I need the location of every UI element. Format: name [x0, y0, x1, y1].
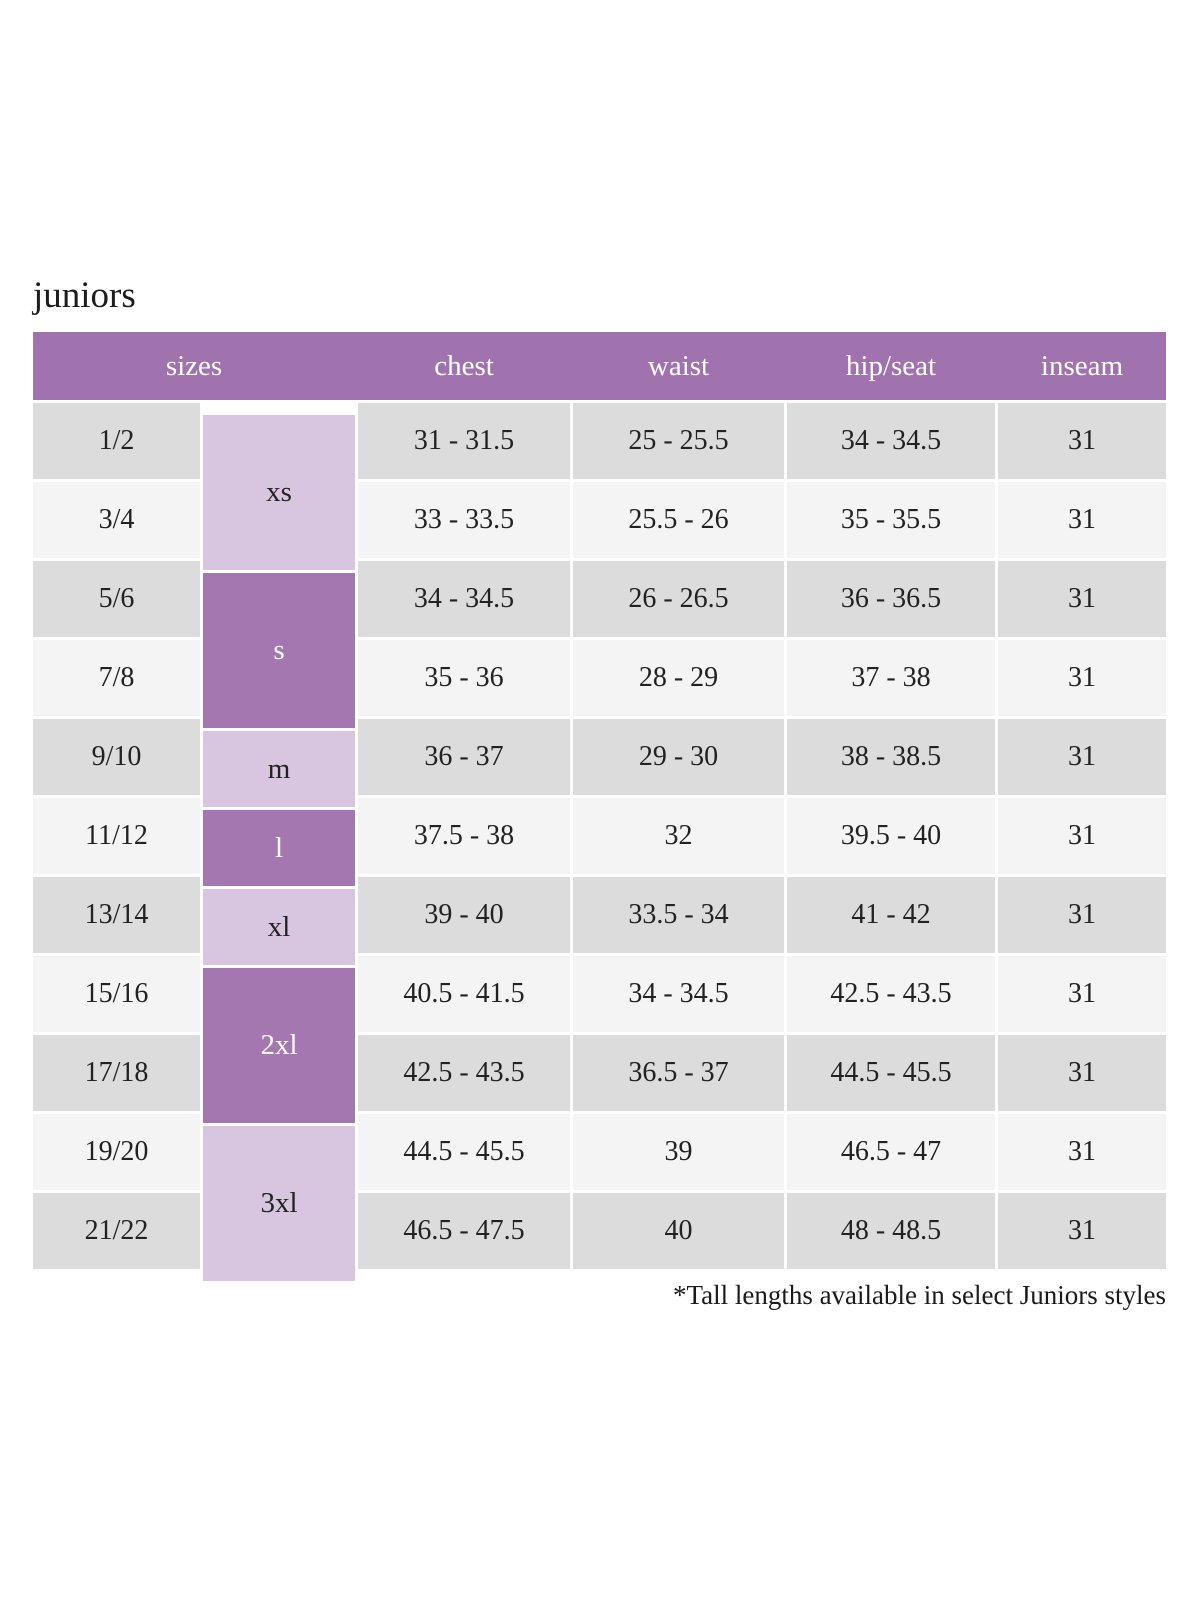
waist-cell: 34 - 34.5: [573, 956, 784, 1032]
size-cell: 17/18: [33, 1035, 200, 1111]
table-header-row: sizes chest waist hip/seat inseam: [33, 332, 1166, 400]
column-header-hip-seat: hip/seat: [845, 349, 937, 382]
chest-cell: 31 - 31.5: [358, 403, 570, 479]
inseam-cell: 31: [998, 877, 1166, 953]
footnote: *Tall lengths available in select Junior…: [672, 1280, 1166, 1310]
chest-cell: 42.5 - 43.5: [358, 1035, 570, 1111]
chest-cell: 46.5 - 47.5: [358, 1193, 570, 1269]
column-header-chest: chest: [434, 349, 494, 382]
hip-seat-cell: 39.5 - 40: [787, 798, 995, 874]
size-cell: 19/20: [33, 1114, 200, 1190]
chest-cell: 36 - 37: [358, 719, 570, 795]
waist-cell: 32: [573, 798, 784, 874]
inseam-cell: 31: [998, 798, 1166, 874]
chest-cell: 33 - 33.5: [358, 482, 570, 558]
size-group-s: s: [203, 573, 355, 728]
size-cell: 9/10: [33, 719, 200, 795]
table-body: xs s m l xl 2xl 3xl 1/2 31 - 31.5 25 - 25.…: [33, 403, 1166, 1281]
size-cell: 21/22: [33, 1193, 200, 1269]
inseam-cell: 31: [998, 1193, 1166, 1269]
size-cell: 3/4: [33, 482, 200, 558]
size-cell: 13/14: [33, 877, 200, 953]
waist-cell: 26 - 26.5: [573, 561, 784, 637]
inseam-cell: 31: [998, 956, 1166, 1032]
chest-cell: 34 - 34.5: [358, 561, 570, 637]
hip-seat-cell: 46.5 - 47: [787, 1114, 995, 1190]
size-cell: 5/6: [33, 561, 200, 637]
hip-seat-cell: 48 - 48.5: [787, 1193, 995, 1269]
waist-cell: 25 - 25.5: [573, 403, 784, 479]
size-group-3xl: 3xl: [203, 1126, 355, 1281]
column-header-inseam: inseam: [1040, 349, 1124, 382]
waist-cell: 25.5 - 26: [573, 482, 784, 558]
inseam-cell: 31: [998, 403, 1166, 479]
hip-seat-cell: 38 - 38.5: [787, 719, 995, 795]
waist-cell: 33.5 - 34: [573, 877, 784, 953]
juniors-size-table: sizes chest waist hip/seat inseam xs s m…: [33, 332, 1166, 1281]
hip-seat-cell: 37 - 38: [787, 640, 995, 716]
page-title: juniors: [33, 275, 136, 316]
column-header-sizes: sizes: [165, 349, 223, 382]
waist-cell: 28 - 29: [573, 640, 784, 716]
hip-seat-cell: 41 - 42: [787, 877, 995, 953]
inseam-cell: 31: [998, 640, 1166, 716]
chest-cell: 40.5 - 41.5: [358, 956, 570, 1032]
size-group-m: m: [203, 731, 355, 807]
waist-cell: 39: [573, 1114, 784, 1190]
waist-cell: 29 - 30: [573, 719, 784, 795]
chest-cell: 37.5 - 38: [358, 798, 570, 874]
size-cell: 11/12: [33, 798, 200, 874]
size-group-l: l: [203, 810, 355, 886]
hip-seat-cell: 44.5 - 45.5: [787, 1035, 995, 1111]
waist-cell: 40: [573, 1193, 784, 1269]
inseam-cell: 31: [998, 561, 1166, 637]
size-group-xs: xs: [203, 415, 355, 570]
size-cell: 1/2: [33, 403, 200, 479]
size-group-2xl: 2xl: [203, 968, 355, 1123]
size-cell: 7/8: [33, 640, 200, 716]
column-header-waist: waist: [647, 349, 710, 382]
waist-cell: 36.5 - 37: [573, 1035, 784, 1111]
inseam-cell: 31: [998, 1035, 1166, 1111]
inseam-cell: 31: [998, 1114, 1166, 1190]
chest-cell: 35 - 36: [358, 640, 570, 716]
hip-seat-cell: 36 - 36.5: [787, 561, 995, 637]
hip-seat-cell: 42.5 - 43.5: [787, 956, 995, 1032]
hip-seat-cell: 34 - 34.5: [787, 403, 995, 479]
chest-cell: 39 - 40: [358, 877, 570, 953]
size-cell: 15/16: [33, 956, 200, 1032]
inseam-cell: 31: [998, 719, 1166, 795]
chest-cell: 44.5 - 45.5: [358, 1114, 570, 1190]
size-group-xl: xl: [203, 889, 355, 965]
inseam-cell: 31: [998, 482, 1166, 558]
hip-seat-cell: 35 - 35.5: [787, 482, 995, 558]
